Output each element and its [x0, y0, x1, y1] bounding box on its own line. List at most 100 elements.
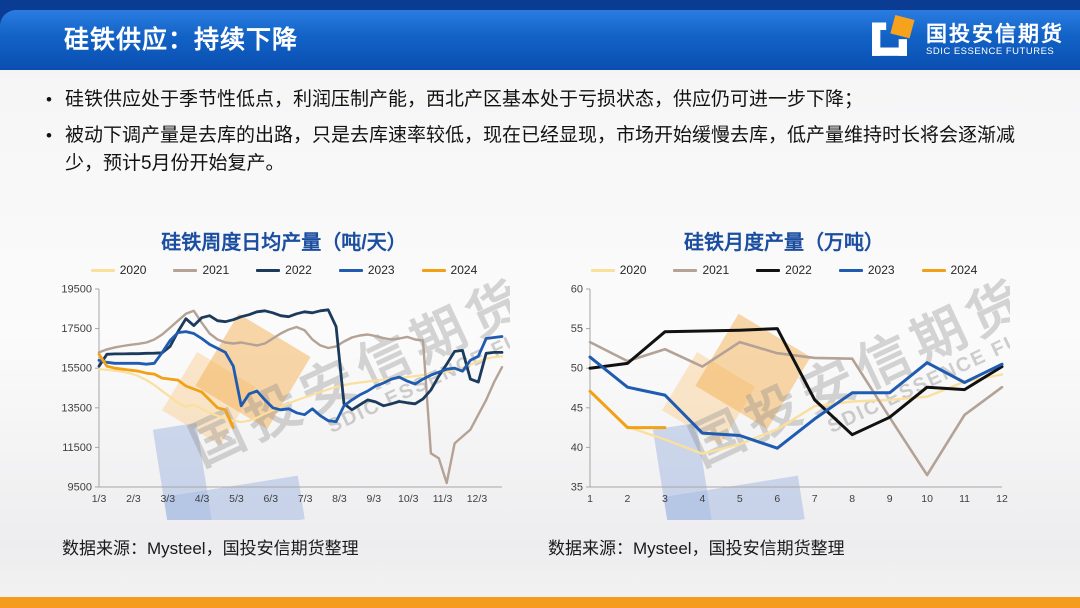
bullet-list: • 硅铁供应处于季节性低点，利润压制产能，西北产区基本处于亏损状态，供应仍可进一…	[46, 86, 1050, 186]
legend-label-2022: 2022	[285, 263, 312, 277]
x-tick-label: 1	[587, 493, 593, 505]
series-line-2020	[588, 373, 1004, 455]
header: 硅铁供应：持续下降 国投安信期货 SDIC ESSENCE FUTURES	[0, 0, 1080, 70]
x-tick-label: 6/3	[263, 493, 278, 505]
source-note-right: 数据来源：Mysteel，国投安信期货整理	[548, 539, 845, 558]
x-tick-label: 2	[625, 493, 631, 505]
legend-swatch-2020	[590, 268, 615, 272]
x-tick-label: 1/3	[92, 493, 107, 505]
x-tick-label: 12	[996, 493, 1008, 505]
x-tick-label: 3	[662, 493, 668, 505]
y-tick-label: 13500	[61, 402, 92, 414]
legend-item-2021: 2021	[673, 263, 729, 277]
legend-item-2022: 2022	[256, 263, 312, 277]
x-tick-label: 9/3	[367, 493, 382, 505]
company-name-cn: 国投安信期货	[926, 22, 1064, 46]
legend-item-2020: 2020	[90, 263, 147, 277]
legend-item-2023: 2023	[338, 263, 395, 277]
legend-label-2020: 2020	[619, 263, 647, 277]
legend-item-2022: 2022	[756, 263, 812, 277]
company-logo-text: 国投安信期货 SDIC ESSENCE FUTURES	[926, 23, 1064, 58]
series-line-2022	[97, 308, 504, 412]
page-title: 硅铁供应：持续下降	[64, 26, 299, 54]
x-tick-label: 4/3	[195, 493, 210, 505]
legend-swatch-2022	[756, 268, 781, 272]
y-tick-label: 9500	[68, 482, 92, 494]
series-line-2020	[97, 355, 504, 424]
company-logo: 国投安信期货 SDIC ESSENCE FUTURES	[867, 14, 1064, 66]
legend-item-2023: 2023	[838, 263, 895, 277]
x-tick-label: 6	[774, 493, 780, 505]
legend-label-2021: 2021	[202, 263, 230, 277]
series-line-2024	[588, 389, 667, 430]
x-tick-label: 10	[921, 493, 933, 505]
y-tick-label: 11500	[62, 442, 92, 454]
legend-label-2021: 2021	[702, 263, 730, 277]
bullet-item-1: • 硅铁供应处于季节性低点，利润压制产能，西北产区基本处于亏损状态，供应仍可进一…	[46, 86, 1050, 115]
bottom-accent-bar	[0, 597, 1080, 608]
legend-label-2024: 2024	[950, 263, 978, 277]
x-tick-label: 10/3	[398, 493, 419, 505]
legend-label-2020: 2020	[119, 263, 147, 277]
legend-swatch-2024	[921, 268, 946, 272]
legend-swatch-2023	[338, 268, 363, 272]
x-tick-label: 4	[699, 493, 705, 505]
y-tick-label: 50	[571, 363, 583, 375]
legend-label-2022: 2022	[785, 263, 812, 277]
legend-swatch-2022	[256, 268, 281, 272]
bullet-item-2: • 被动下调产量是去库的出路，只是去库速率较低，现在已经显现，市场开始缓慢去库，…	[46, 122, 1050, 179]
y-tick-label: 45	[571, 402, 583, 414]
bullet-text-2: 被动下调产量是去库的出路，只是去库速率较低，现在已经显现，市场开始缓慢去库，低产…	[64, 124, 1015, 175]
monthly-production-chart-card: 国投安信期货 SDIC ESSENCE FUTURES 硅铁月度产量（万吨） 2…	[558, 222, 1010, 520]
legend-swatch-2021	[173, 268, 198, 272]
x-tick-label: 2/3	[126, 493, 141, 505]
legend-item-2020: 2020	[590, 263, 647, 277]
x-tick-label: 5	[737, 493, 743, 505]
bullet-marker: •	[46, 90, 52, 109]
x-tick-label: 11/3	[433, 493, 453, 505]
x-tick-label: 7	[812, 493, 818, 505]
legend-weekly: 2020 2021 2022 2023 2024	[58, 262, 510, 278]
bullet-text-1: 硅铁供应处于季节性低点，利润压制产能，西北产区基本处于亏损状态，供应仍可进一步下…	[64, 89, 863, 110]
x-tick-label: 11	[959, 493, 970, 505]
series-line-2021	[97, 309, 504, 485]
legend-swatch-2020	[90, 268, 115, 272]
weekly-production-plot: 9500 11500 13500 15500 17500 19500 1/3 2/3 3/3 4/…	[61, 284, 504, 505]
weekly-production-chart-card: 国投安信期货 SDIC ESSENCE FUTURES 硅铁周度日均产量（吨/天…	[58, 222, 510, 520]
x-tick-label: 5/3	[229, 493, 244, 505]
logo-mark-icon	[872, 15, 915, 56]
x-tick-label: 3/3	[160, 493, 175, 505]
y-tick-label: 17500	[61, 323, 92, 335]
legend-item-2024: 2024	[921, 263, 978, 277]
source-note-left: 数据来源：Mysteel，国投安信期货整理	[62, 539, 359, 558]
company-name-en: SDIC ESSENCE FUTURES	[926, 45, 1055, 57]
chart-title-monthly: 硅铁月度产量（万吨）	[684, 232, 884, 254]
legend-item-2024: 2024	[421, 263, 478, 277]
x-tick-label: 12/3	[467, 493, 488, 505]
chart-title-weekly: 硅铁周度日均产量（吨/天）	[161, 232, 407, 254]
legend-label-2023: 2023	[867, 263, 895, 277]
header-bar: 硅铁供应：持续下降 国投安信期货 SDIC ESSENCE FUTURES	[0, 10, 1080, 70]
legend-item-2021: 2021	[173, 263, 229, 277]
x-tick-label: 8	[849, 493, 855, 505]
company-logo-icon	[867, 14, 917, 66]
legend-swatch-2023	[838, 268, 863, 272]
x-tick-label: 7/3	[298, 493, 313, 505]
y-tick-label: 15500	[61, 363, 92, 375]
legend-swatch-2021	[673, 268, 698, 272]
x-tick-label: 9	[887, 493, 893, 505]
y-tick-label: 60	[571, 284, 583, 296]
series-line-2024	[97, 352, 235, 430]
legend-label-2024: 2024	[450, 263, 478, 277]
legend-label-2023: 2023	[367, 263, 395, 277]
series-line-2023	[588, 355, 1004, 450]
y-tick-label: 35	[571, 482, 583, 494]
y-tick-label: 55	[571, 323, 583, 335]
x-tick-label: 8/3	[332, 493, 347, 505]
legend-swatch-2024	[421, 268, 446, 272]
bullet-marker: •	[46, 125, 52, 145]
legend-monthly: 2020 2021 2022 2023 2024	[558, 262, 1010, 278]
